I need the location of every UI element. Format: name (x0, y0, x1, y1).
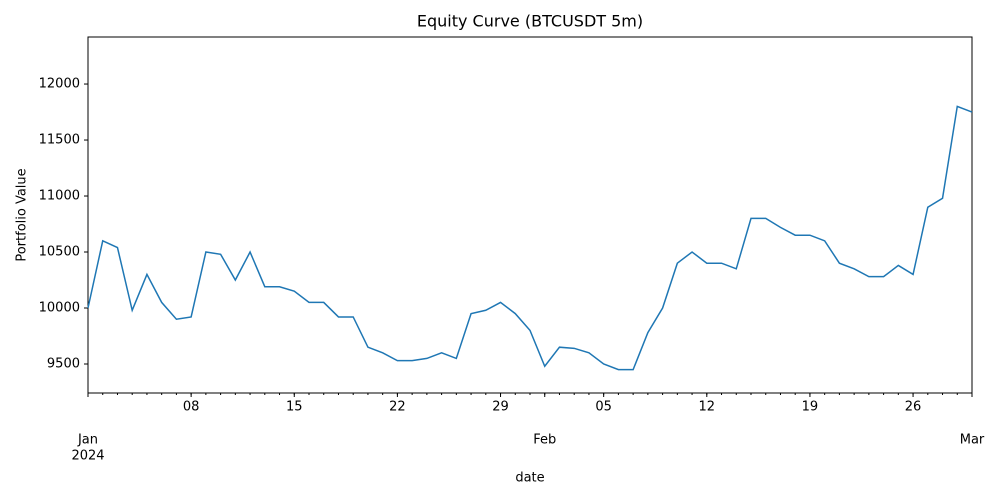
equity-line (87, 105, 973, 371)
x-tick-label: Feb (533, 433, 556, 448)
y-tick-label: 10500 (39, 245, 80, 260)
y-tick-label: 12000 (39, 77, 80, 92)
x-tick-label: 05 (595, 400, 612, 415)
y-axis-label: Portfolio Value (15, 168, 30, 261)
x-tick-label: Mar (960, 433, 985, 448)
plot-frame (87, 36, 973, 394)
x-tick-label: 29 (492, 400, 509, 415)
x-tick-label: 26 (905, 400, 922, 415)
x-tick-label: 22 (389, 400, 406, 415)
y-tick-label: 11000 (39, 189, 80, 204)
x-tick-label: Jan (77, 433, 98, 448)
x-tick-label: 19 (802, 400, 819, 415)
x-tick-year: 2024 (71, 449, 104, 464)
x-tick-label: 15 (286, 400, 303, 415)
x-tick-label: 12 (699, 400, 716, 415)
x-tick-label: 08 (183, 400, 200, 415)
y-tick-label: 10000 (39, 301, 80, 316)
x-axis-label: date (515, 471, 544, 486)
y-tick-label: 11500 (39, 133, 80, 148)
y-tick-label: 9500 (47, 356, 80, 371)
chart-title: Equity Curve (BTCUSDT 5m) (417, 12, 643, 31)
